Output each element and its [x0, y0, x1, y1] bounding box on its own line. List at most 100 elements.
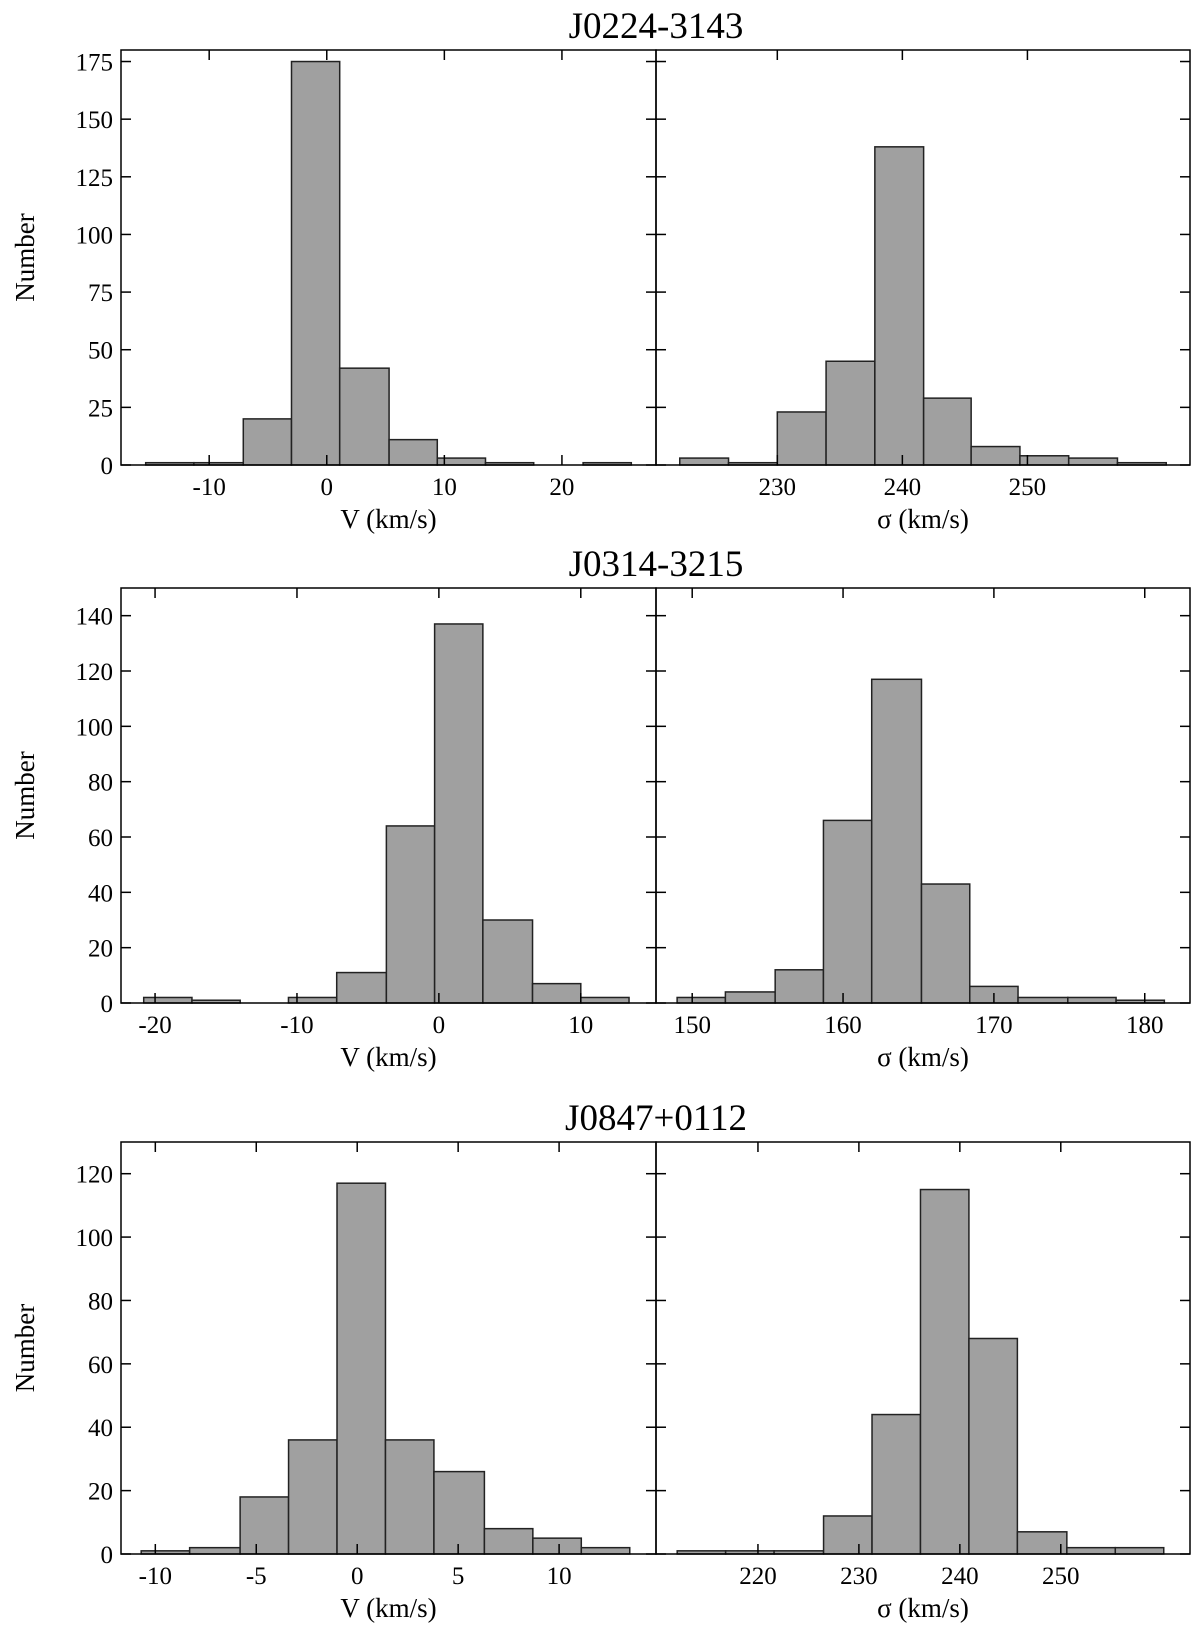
y-tick-label: 125 [76, 165, 114, 192]
y-tick-label: 175 [76, 50, 114, 77]
x-tick-label: -10 [280, 1012, 313, 1039]
plot-frame [655, 587, 1191, 1004]
bar [142, 996, 193, 1004]
y-tick-label: 20 [88, 1479, 113, 1506]
y-tick-label: 80 [88, 1288, 113, 1315]
y-tick-label: 0 [101, 991, 114, 1018]
bar [1017, 996, 1069, 1004]
bar [822, 1515, 873, 1555]
bar [970, 445, 1021, 466]
bar [338, 367, 390, 466]
bar [676, 996, 727, 1004]
x-tick-label: 10 [547, 1563, 572, 1590]
x-tick-label: 5 [452, 1563, 465, 1590]
bar [388, 438, 439, 466]
bar [679, 457, 730, 466]
bar [580, 1546, 631, 1555]
x-tick-label: 250 [1042, 1563, 1080, 1590]
y-axis-label: Number [10, 213, 40, 301]
plot-frame [655, 1141, 1191, 1555]
bar [336, 1182, 387, 1555]
y-tick-label: 100 [76, 222, 114, 249]
bar [1066, 1546, 1117, 1555]
bar [919, 1188, 970, 1555]
x-tick-label: 0 [321, 474, 334, 501]
bar [870, 678, 923, 1004]
y-axis-label: Number [10, 1304, 40, 1392]
bar [874, 146, 925, 466]
y-tick-label: 100 [76, 1225, 114, 1252]
y-tick-label: 50 [88, 338, 113, 365]
bar [825, 360, 876, 466]
bar [242, 418, 293, 466]
x-tick-label: 230 [759, 474, 797, 501]
plot-frame [655, 49, 1191, 466]
x-tick-label: -10 [193, 474, 226, 501]
bar [1067, 996, 1117, 1004]
bar [822, 819, 873, 1004]
bar [385, 825, 436, 1004]
x-axis-label: σ (km/s) [877, 504, 969, 534]
y-tick-label: 40 [88, 880, 113, 907]
bar [871, 1413, 922, 1555]
bar [384, 1439, 435, 1555]
y-tick-label: 150 [76, 107, 114, 134]
x-tick-label: 170 [975, 1012, 1013, 1039]
x-tick-label: 20 [549, 474, 574, 501]
bar [580, 996, 630, 1004]
x-tick-label: 0 [351, 1563, 364, 1590]
bar [532, 1537, 583, 1555]
y-tick-label: 20 [88, 936, 113, 963]
x-tick-label: 10 [568, 1012, 593, 1039]
y-tick-label: 0 [101, 453, 114, 480]
bar [1067, 457, 1119, 466]
bar [483, 1527, 534, 1555]
bar [531, 982, 582, 1004]
chart-title: J0314-3215 [569, 544, 744, 585]
y-tick-label: 120 [76, 1162, 114, 1189]
chart-title: J0847+0112 [565, 1098, 747, 1139]
x-tick-label: 150 [673, 1012, 711, 1039]
y-tick-label: 0 [101, 1542, 114, 1569]
x-tick-label: 230 [840, 1563, 878, 1590]
y-tick-label: 60 [88, 1352, 113, 1379]
y-tick-label: 100 [76, 714, 114, 741]
x-tick-label: 220 [739, 1563, 777, 1590]
y-tick-label: 80 [88, 770, 113, 797]
y-tick-label: 120 [76, 659, 114, 686]
bar [920, 883, 971, 1004]
bar [433, 623, 484, 1004]
bar [188, 1546, 241, 1555]
bar [922, 397, 972, 466]
x-axis-label: V (km/s) [340, 1593, 436, 1623]
y-tick-label: 140 [76, 604, 114, 631]
x-tick-label: -5 [246, 1563, 267, 1590]
x-tick-label: 180 [1126, 1012, 1164, 1039]
bar [482, 919, 534, 1004]
x-tick-label: 250 [1009, 474, 1047, 501]
x-tick-label: 10 [432, 474, 457, 501]
x-tick-label: -10 [139, 1563, 172, 1590]
bar [433, 1470, 486, 1555]
x-tick-label: 160 [824, 1012, 862, 1039]
bar [287, 996, 338, 1004]
bar [239, 1496, 290, 1555]
bar [1114, 1546, 1165, 1555]
y-tick-label: 75 [88, 280, 113, 307]
y-axis-label: Number [10, 751, 40, 839]
x-axis-label: σ (km/s) [877, 1042, 969, 1072]
x-axis-label: V (km/s) [340, 1042, 436, 1072]
x-axis-label: V (km/s) [340, 504, 436, 534]
chart-title: J0224-3143 [569, 6, 744, 47]
bar [287, 1439, 338, 1555]
x-axis-label: σ (km/s) [877, 1593, 969, 1623]
x-tick-label: 240 [884, 474, 922, 501]
x-tick-label: 240 [941, 1563, 979, 1590]
y-tick-label: 60 [88, 825, 113, 852]
bar [335, 971, 388, 1004]
bar [774, 969, 825, 1004]
x-tick-label: 0 [433, 1012, 446, 1039]
x-tick-label: -20 [138, 1012, 171, 1039]
y-tick-label: 40 [88, 1415, 113, 1442]
